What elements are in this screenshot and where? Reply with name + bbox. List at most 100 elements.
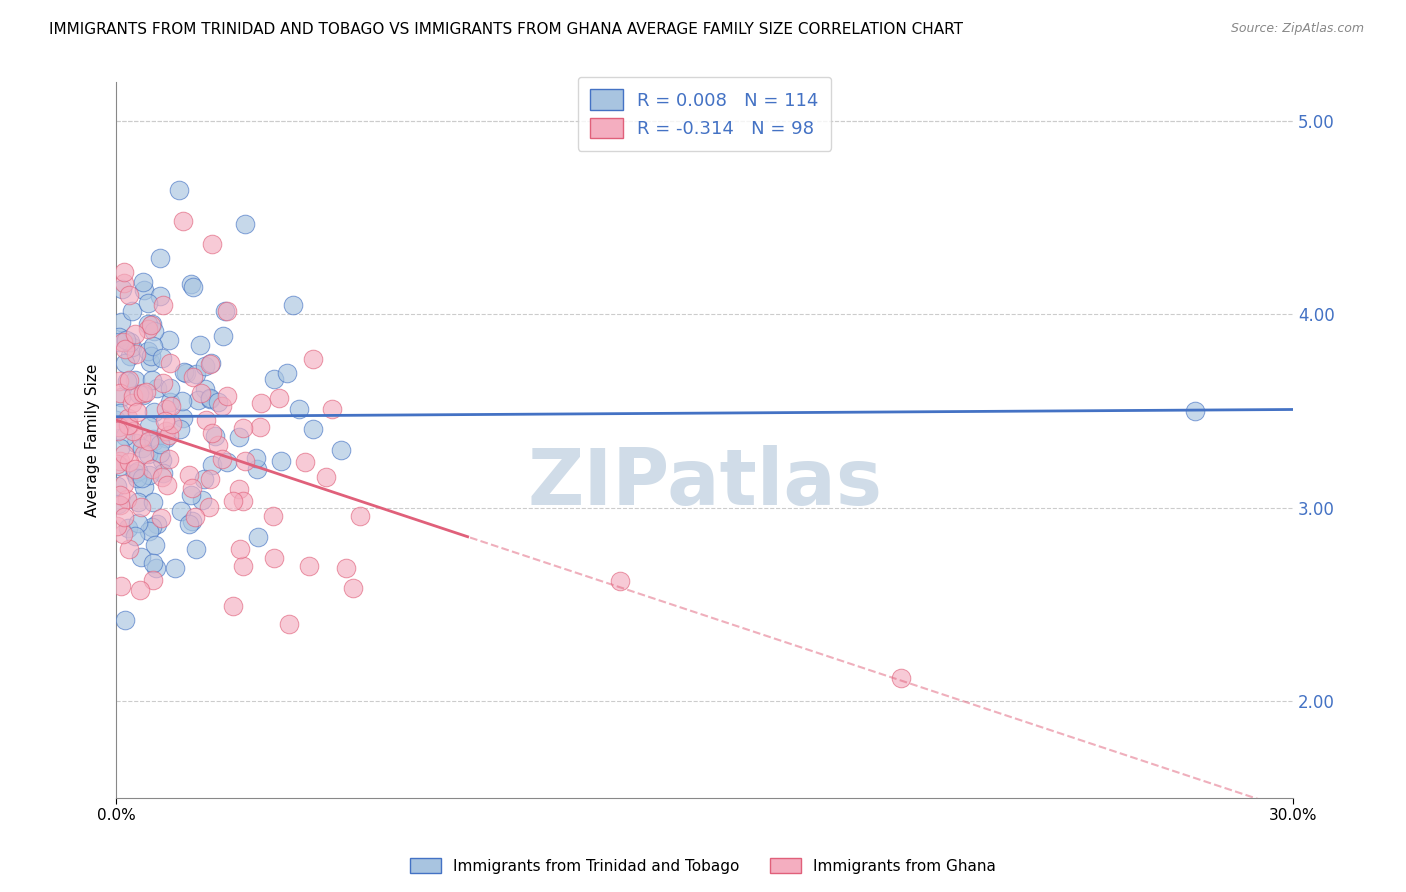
Point bbox=[127, 464, 149, 478]
Point bbox=[105, 413, 128, 427]
Point bbox=[132, 388, 155, 402]
Point bbox=[278, 617, 301, 632]
Point bbox=[141, 349, 163, 363]
Point bbox=[132, 275, 155, 289]
Point bbox=[142, 432, 165, 446]
Point bbox=[114, 429, 136, 443]
Point bbox=[152, 376, 174, 390]
Point bbox=[112, 276, 135, 290]
Point bbox=[124, 466, 146, 480]
Point bbox=[115, 492, 138, 507]
Point bbox=[267, 391, 290, 405]
Point bbox=[146, 381, 169, 395]
Point bbox=[150, 470, 173, 484]
Point bbox=[181, 280, 204, 294]
Point bbox=[108, 385, 131, 400]
Point bbox=[138, 295, 160, 310]
Point bbox=[184, 367, 207, 381]
Point bbox=[233, 217, 256, 231]
Point bbox=[142, 405, 165, 419]
Point bbox=[107, 497, 129, 511]
Point bbox=[217, 455, 239, 469]
Point bbox=[149, 288, 172, 302]
Point bbox=[118, 418, 141, 433]
Point bbox=[131, 500, 153, 514]
Point bbox=[156, 478, 179, 492]
Point bbox=[160, 417, 183, 431]
Point bbox=[180, 277, 202, 291]
Point bbox=[222, 493, 245, 508]
Point bbox=[246, 530, 269, 544]
Point bbox=[145, 561, 167, 575]
Point bbox=[142, 574, 165, 588]
Point bbox=[111, 282, 134, 296]
Point bbox=[288, 402, 311, 417]
Point bbox=[112, 509, 135, 524]
Point bbox=[136, 317, 159, 331]
Point bbox=[120, 349, 142, 363]
Point bbox=[200, 356, 222, 370]
Point bbox=[108, 442, 131, 456]
Point bbox=[169, 422, 191, 436]
Point bbox=[232, 558, 254, 573]
Point bbox=[153, 414, 176, 428]
Legend: Immigrants from Trinidad and Tobago, Immigrants from Ghana: Immigrants from Trinidad and Tobago, Imm… bbox=[404, 852, 1002, 880]
Point bbox=[150, 453, 173, 467]
Point bbox=[108, 419, 131, 434]
Point bbox=[149, 252, 172, 266]
Point bbox=[110, 406, 132, 420]
Point bbox=[217, 303, 239, 318]
Point bbox=[121, 340, 143, 354]
Point bbox=[128, 387, 150, 401]
Point bbox=[217, 389, 239, 403]
Legend: R = 0.008   N = 114, R = -0.314   N = 98: R = 0.008 N = 114, R = -0.314 N = 98 bbox=[578, 77, 831, 151]
Point bbox=[114, 613, 136, 627]
Point bbox=[228, 429, 250, 443]
Point bbox=[172, 393, 194, 408]
Point bbox=[172, 410, 194, 425]
Point bbox=[184, 509, 207, 524]
Point bbox=[117, 417, 139, 432]
Point bbox=[198, 472, 221, 486]
Point bbox=[155, 431, 177, 445]
Point bbox=[124, 529, 146, 543]
Point bbox=[127, 495, 149, 509]
Point bbox=[121, 304, 143, 318]
Point bbox=[159, 381, 181, 395]
Point bbox=[276, 366, 298, 380]
Point bbox=[194, 382, 217, 396]
Point bbox=[229, 541, 252, 556]
Point bbox=[198, 357, 221, 371]
Point bbox=[110, 579, 132, 593]
Text: IMMIGRANTS FROM TRINIDAD AND TOBAGO VS IMMIGRANTS FROM GHANA AVERAGE FAMILY SIZE: IMMIGRANTS FROM TRINIDAD AND TOBAGO VS I… bbox=[49, 22, 963, 37]
Y-axis label: Average Family Size: Average Family Size bbox=[86, 363, 100, 516]
Point bbox=[198, 392, 221, 406]
Point bbox=[128, 583, 150, 598]
Point bbox=[114, 265, 136, 279]
Point bbox=[114, 333, 136, 347]
Point bbox=[249, 419, 271, 434]
Point bbox=[194, 413, 217, 427]
Point bbox=[142, 556, 165, 570]
Point bbox=[198, 500, 221, 515]
Point bbox=[329, 443, 352, 458]
Point bbox=[176, 366, 198, 380]
Point bbox=[155, 425, 177, 439]
Point bbox=[142, 339, 165, 353]
Point bbox=[138, 419, 160, 434]
Point bbox=[139, 354, 162, 368]
Point bbox=[1184, 404, 1206, 418]
Point bbox=[233, 453, 256, 467]
Point bbox=[117, 521, 139, 535]
Point bbox=[138, 524, 160, 538]
Point bbox=[335, 560, 357, 574]
Point bbox=[150, 351, 173, 366]
Point bbox=[112, 527, 135, 541]
Point bbox=[155, 401, 177, 416]
Point bbox=[281, 298, 304, 312]
Point bbox=[135, 384, 157, 399]
Point bbox=[180, 481, 202, 495]
Point bbox=[141, 520, 163, 534]
Point bbox=[200, 237, 222, 252]
Point bbox=[212, 329, 235, 343]
